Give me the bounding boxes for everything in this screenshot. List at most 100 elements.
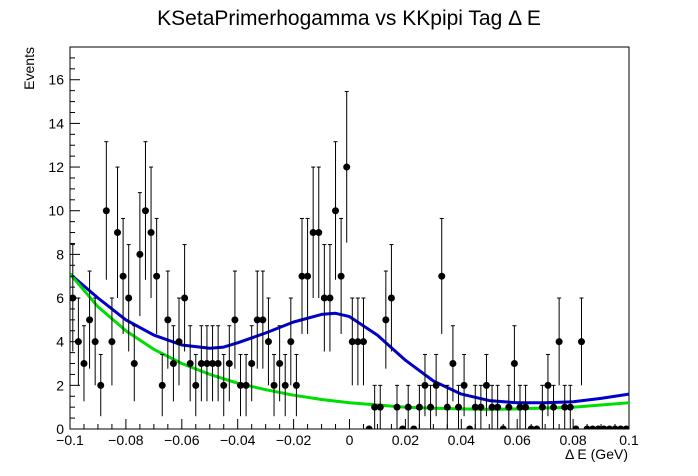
- marker: [175, 338, 183, 346]
- marker: [348, 338, 356, 346]
- data-point: [404, 384, 412, 429]
- data-point: [236, 353, 244, 417]
- marker: [566, 403, 574, 411]
- marker: [371, 403, 379, 411]
- data-point: [231, 270, 239, 369]
- y-axis: 0 2 4 6 8 10 12 14 16: [48, 46, 80, 437]
- data-point: [359, 297, 367, 386]
- y-tick-label: 16: [48, 72, 64, 88]
- marker: [86, 316, 94, 324]
- marker: [186, 360, 194, 368]
- marker: [510, 360, 518, 368]
- data-point: [153, 217, 161, 334]
- marker: [617, 425, 625, 429]
- data-point: [102, 141, 110, 280]
- data-point: [281, 353, 289, 417]
- y-tick-label: 6: [56, 290, 64, 306]
- marker: [538, 403, 546, 411]
- data-point: [516, 384, 524, 429]
- marker: [421, 381, 429, 389]
- x-axis: −0.1 −0.08 −0.06 −0.04 −0.02 0 0.02 0.04 0.06 0.0…: [56, 419, 639, 448]
- marker: [466, 425, 474, 429]
- marker: [287, 338, 295, 346]
- data-point: [387, 244, 395, 352]
- data-point: [348, 297, 356, 386]
- marker: [438, 272, 446, 280]
- x-tick-label: −0.06: [164, 432, 200, 448]
- data-point: [505, 384, 513, 429]
- marker: [516, 403, 524, 411]
- marker: [197, 360, 205, 368]
- marker: [326, 294, 334, 302]
- marker: [399, 425, 407, 429]
- x-axis-title: Δ E (GeV): [565, 446, 628, 462]
- data-point: [466, 425, 474, 429]
- data-point: [371, 384, 379, 429]
- marker: [125, 294, 133, 302]
- data-point: [264, 297, 272, 386]
- data-point: [550, 384, 558, 429]
- marker: [298, 272, 306, 280]
- data-point: [365, 425, 373, 429]
- data-point: [594, 425, 602, 429]
- data-point: [399, 425, 407, 429]
- data-point: [533, 425, 541, 429]
- data-point: [382, 270, 390, 369]
- marker: [365, 425, 373, 429]
- data-point: [136, 192, 144, 317]
- data-point: [415, 384, 423, 429]
- plot-area: [70, 90, 629, 429]
- marker: [427, 403, 435, 411]
- marker: [533, 425, 541, 429]
- marker: [158, 381, 166, 389]
- marker: [410, 425, 418, 429]
- data-point: [589, 425, 597, 429]
- data-point: [376, 384, 384, 429]
- data-point: [577, 297, 585, 386]
- data-point: [488, 384, 496, 429]
- data-point: [555, 297, 563, 386]
- y-tick-label: 12: [48, 159, 64, 175]
- marker: [153, 272, 161, 280]
- data-point: [158, 353, 166, 417]
- marker: [622, 425, 629, 429]
- data-point: [197, 325, 205, 402]
- data-point: [181, 244, 189, 352]
- marker: [544, 381, 552, 389]
- data-point: [538, 384, 546, 429]
- data-point: [544, 353, 552, 417]
- data-point: [432, 353, 440, 417]
- marker: [136, 250, 144, 258]
- data-point: [91, 297, 99, 386]
- data-point: [605, 425, 613, 429]
- plot-frame: [69, 46, 630, 430]
- x-tick-label: 0.04: [448, 432, 475, 448]
- x-tick-label: −0.02: [276, 432, 312, 448]
- data-point: [276, 325, 284, 402]
- marker: [393, 403, 401, 411]
- x-tick-label: −0.1: [56, 432, 84, 448]
- marker: [102, 207, 110, 215]
- data-point: [438, 217, 446, 334]
- y-tick-label: 0: [56, 421, 64, 437]
- marker: [119, 272, 127, 280]
- data-point: [315, 166, 323, 299]
- x-tick-label: −0.04: [220, 432, 256, 448]
- x-tick-label: 0.06: [504, 432, 531, 448]
- marker: [315, 229, 323, 237]
- marker: [130, 360, 138, 368]
- marker: [248, 360, 256, 368]
- marker: [97, 381, 105, 389]
- marker: [600, 425, 608, 429]
- data-point: [421, 353, 429, 417]
- marker: [387, 294, 395, 302]
- data-point: [192, 353, 200, 417]
- y-tick-label: 14: [48, 115, 64, 131]
- data-point: [259, 270, 267, 369]
- data-point: [343, 90, 351, 243]
- x-tick-label: 0.1: [619, 432, 639, 448]
- marker: [443, 403, 451, 411]
- marker: [253, 316, 261, 324]
- data-point: [97, 353, 105, 417]
